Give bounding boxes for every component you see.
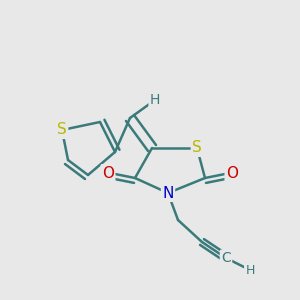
Text: H: H (245, 263, 255, 277)
Text: O: O (102, 166, 114, 181)
Text: N: N (162, 185, 174, 200)
Text: C: C (221, 251, 231, 265)
Text: O: O (226, 166, 238, 181)
Text: S: S (57, 122, 67, 137)
Text: S: S (192, 140, 202, 155)
Text: H: H (150, 93, 160, 107)
